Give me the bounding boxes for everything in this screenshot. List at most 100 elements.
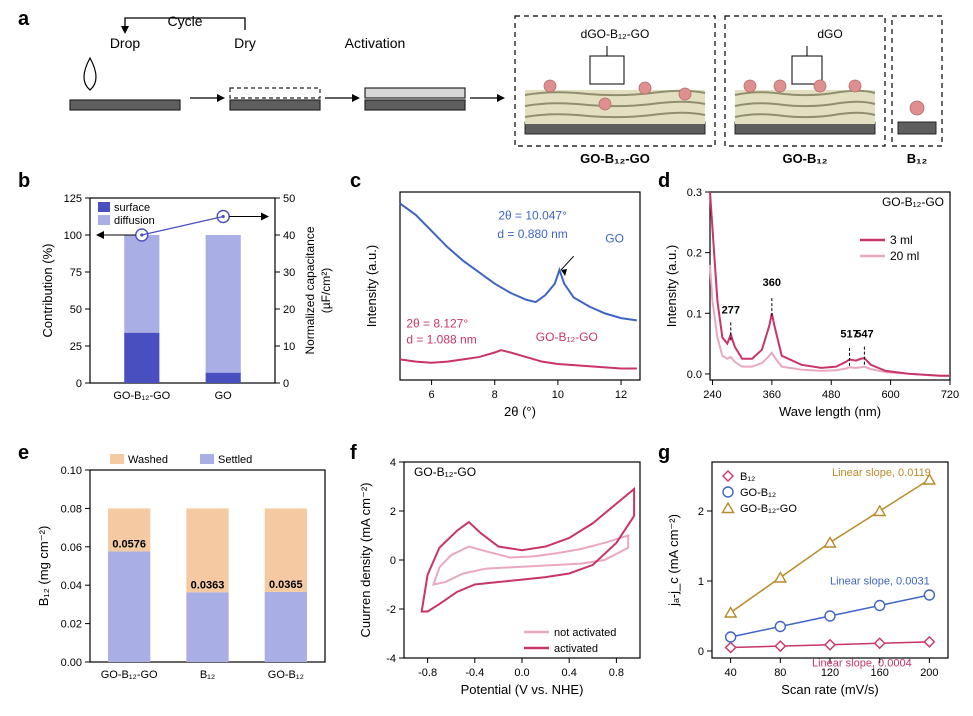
svg-text:d = 0.880 nm: d = 0.880 nm: [497, 227, 567, 241]
svg-text:-0.4: -0.4: [465, 667, 484, 679]
svg-text:Cuurren density (mA cm⁻²): Cuurren density (mA cm⁻²): [358, 483, 373, 638]
svg-text:0.0363: 0.0363: [191, 579, 225, 591]
svg-text:Activation: Activation: [345, 35, 406, 51]
svg-text:0.8: 0.8: [609, 667, 624, 679]
svg-text:1: 1: [698, 576, 704, 588]
svg-text:GO: GO: [215, 390, 233, 402]
svg-text:Contribution (%): Contribution (%): [40, 244, 55, 338]
svg-text:0.1: 0.1: [687, 308, 702, 320]
svg-text:Intensity (a.u.): Intensity (a.u.): [664, 245, 679, 327]
svg-text:GO-B₁₂-GO: GO-B₁₂-GO: [740, 503, 797, 515]
svg-text:Normalized capacitance: Normalized capacitance: [303, 226, 317, 354]
svg-text:0.0: 0.0: [514, 667, 529, 679]
svg-text:GO-B₁₂-GO: GO-B₁₂-GO: [113, 390, 170, 402]
panel-d-label: d: [658, 170, 670, 193]
svg-text:360: 360: [763, 277, 781, 289]
svg-text:Linear slope, 0.0004: Linear slope, 0.0004: [812, 657, 912, 669]
panel-f-label: f: [350, 442, 357, 465]
svg-text:B₁₂ (mg cm⁻²): B₁₂ (mg cm⁻²): [36, 526, 51, 607]
svg-text:dGO-B₁₂-GO: dGO-B₁₂-GO: [581, 27, 650, 41]
svg-text:2θ = 8.127°: 2θ = 8.127°: [406, 316, 468, 330]
svg-text:4: 4: [390, 457, 396, 469]
svg-text:(µF/cm²): (µF/cm²): [319, 268, 333, 314]
svg-text:547: 547: [855, 329, 873, 341]
svg-text:d = 1.088 nm: d = 1.088 nm: [406, 332, 476, 346]
panel-f-chart: -0.8 -0.4 0.0 0.4 0.8 -4 -2 0 2 4 Potential (V vs.…: [352, 448, 652, 706]
svg-text:GO-B₁₂-GO: GO-B₁₂-GO: [414, 465, 476, 479]
svg-text:6: 6: [429, 389, 435, 401]
svg-text:0.00: 0.00: [61, 657, 82, 669]
svg-text:360: 360: [763, 389, 781, 401]
svg-text:Potential (V vs. NHE): Potential (V vs. NHE): [461, 682, 584, 697]
svg-text:0.08: 0.08: [61, 503, 82, 515]
svg-text:200: 200: [920, 667, 938, 679]
svg-text:0.04: 0.04: [61, 580, 82, 592]
svg-text:80: 80: [774, 667, 786, 679]
svg-text:GO-B₁₂-GO: GO-B₁₂-GO: [882, 195, 944, 209]
svg-text:25: 25: [70, 341, 82, 353]
cat-label: B₁₂: [200, 669, 215, 681]
svg-text:0.02: 0.02: [61, 619, 82, 631]
svg-text:20: 20: [283, 304, 295, 316]
svg-text:Settled: Settled: [218, 454, 252, 466]
svg-text:0.3: 0.3: [687, 187, 702, 199]
svg-text:0: 0: [283, 378, 289, 390]
svg-text:3 ml: 3 ml: [890, 233, 913, 247]
svg-text:Intensity (a.u.): Intensity (a.u.): [364, 245, 379, 327]
svg-text:-2: -2: [386, 604, 396, 616]
svg-text:100: 100: [64, 230, 82, 242]
svg-text:30: 30: [283, 267, 295, 279]
svg-text:surface: surface: [114, 202, 150, 214]
svg-text:GO-B₁₂-GO: GO-B₁₂-GO: [536, 330, 598, 344]
svg-text:720: 720: [941, 389, 959, 401]
cat-label: GO-B₁₂: [268, 669, 304, 681]
svg-text:GO: GO: [605, 231, 624, 245]
svg-text:75: 75: [70, 267, 82, 279]
svg-text:activated: activated: [554, 643, 598, 655]
svg-text:2: 2: [390, 506, 396, 518]
svg-text:480: 480: [822, 389, 840, 401]
svg-text:0.06: 0.06: [61, 542, 82, 554]
svg-text:277: 277: [722, 304, 740, 316]
svg-text:Washed: Washed: [128, 454, 168, 466]
panel-a-label: a: [18, 8, 29, 31]
svg-text:20 ml: 20 ml: [890, 249, 919, 263]
panel-b-chart: 0255075100125Contribution (%)01020304050…: [30, 178, 340, 428]
svg-text:600: 600: [881, 389, 899, 401]
svg-text:0: 0: [76, 378, 82, 390]
panel-e-chart: 0.00 0.02 0.04 0.06 0.08 0.10 B₁₂ (mg cm⁻²) Was…: [30, 448, 340, 706]
panel-a-schematic: CycleDropDryActivationdGO-B₁₂-GOdGOGO-B₁…: [30, 8, 950, 168]
svg-text:jₐ-j_c (mA cm⁻²): jₐ-j_c (mA cm⁻²): [666, 514, 681, 607]
svg-text:GO-B₁₂: GO-B₁₂: [740, 487, 776, 499]
svg-text:B₁₂: B₁₂: [907, 151, 928, 166]
panel-g-chart: 4080120160200012Scan rate (mV/s)jₐ-j_c (…: [660, 448, 960, 706]
svg-text:not activated: not activated: [554, 627, 616, 639]
svg-text:-0.8: -0.8: [418, 667, 437, 679]
svg-text:Cycle: Cycle: [167, 13, 202, 29]
svg-text:0.0365: 0.0365: [269, 579, 303, 591]
svg-text:40: 40: [725, 667, 737, 679]
svg-text:Linear slope, 0.0031: Linear slope, 0.0031: [830, 576, 930, 588]
panel-d-chart: 2403604806007200.00.10.20.3Wave length (…: [660, 178, 960, 428]
svg-text:0: 0: [390, 555, 396, 567]
svg-text:10: 10: [283, 341, 295, 353]
svg-text:0.10: 0.10: [61, 465, 82, 477]
svg-text:dGO: dGO: [817, 27, 842, 41]
panel-e-label: e: [18, 442, 29, 465]
svg-text:0.4: 0.4: [562, 667, 577, 679]
panel-c-label: c: [350, 170, 361, 193]
svg-text:Linear slope, 0.0119: Linear slope, 0.0119: [832, 467, 931, 479]
svg-text:10: 10: [552, 389, 564, 401]
svg-text:8: 8: [492, 389, 498, 401]
svg-text:0.0: 0.0: [687, 369, 702, 381]
svg-text:Drop: Drop: [110, 35, 141, 51]
svg-text:Wave length (nm): Wave length (nm): [779, 404, 881, 419]
cat-label: GO-B₁₂-GO: [101, 669, 158, 681]
svg-text:0: 0: [698, 646, 704, 658]
svg-text:Dry: Dry: [234, 35, 256, 51]
svg-text:50: 50: [70, 304, 82, 316]
svg-text:-4: -4: [386, 653, 396, 665]
svg-text:125: 125: [64, 193, 82, 205]
svg-text:2: 2: [698, 506, 704, 518]
svg-text:B₁₂: B₁₂: [740, 471, 755, 483]
